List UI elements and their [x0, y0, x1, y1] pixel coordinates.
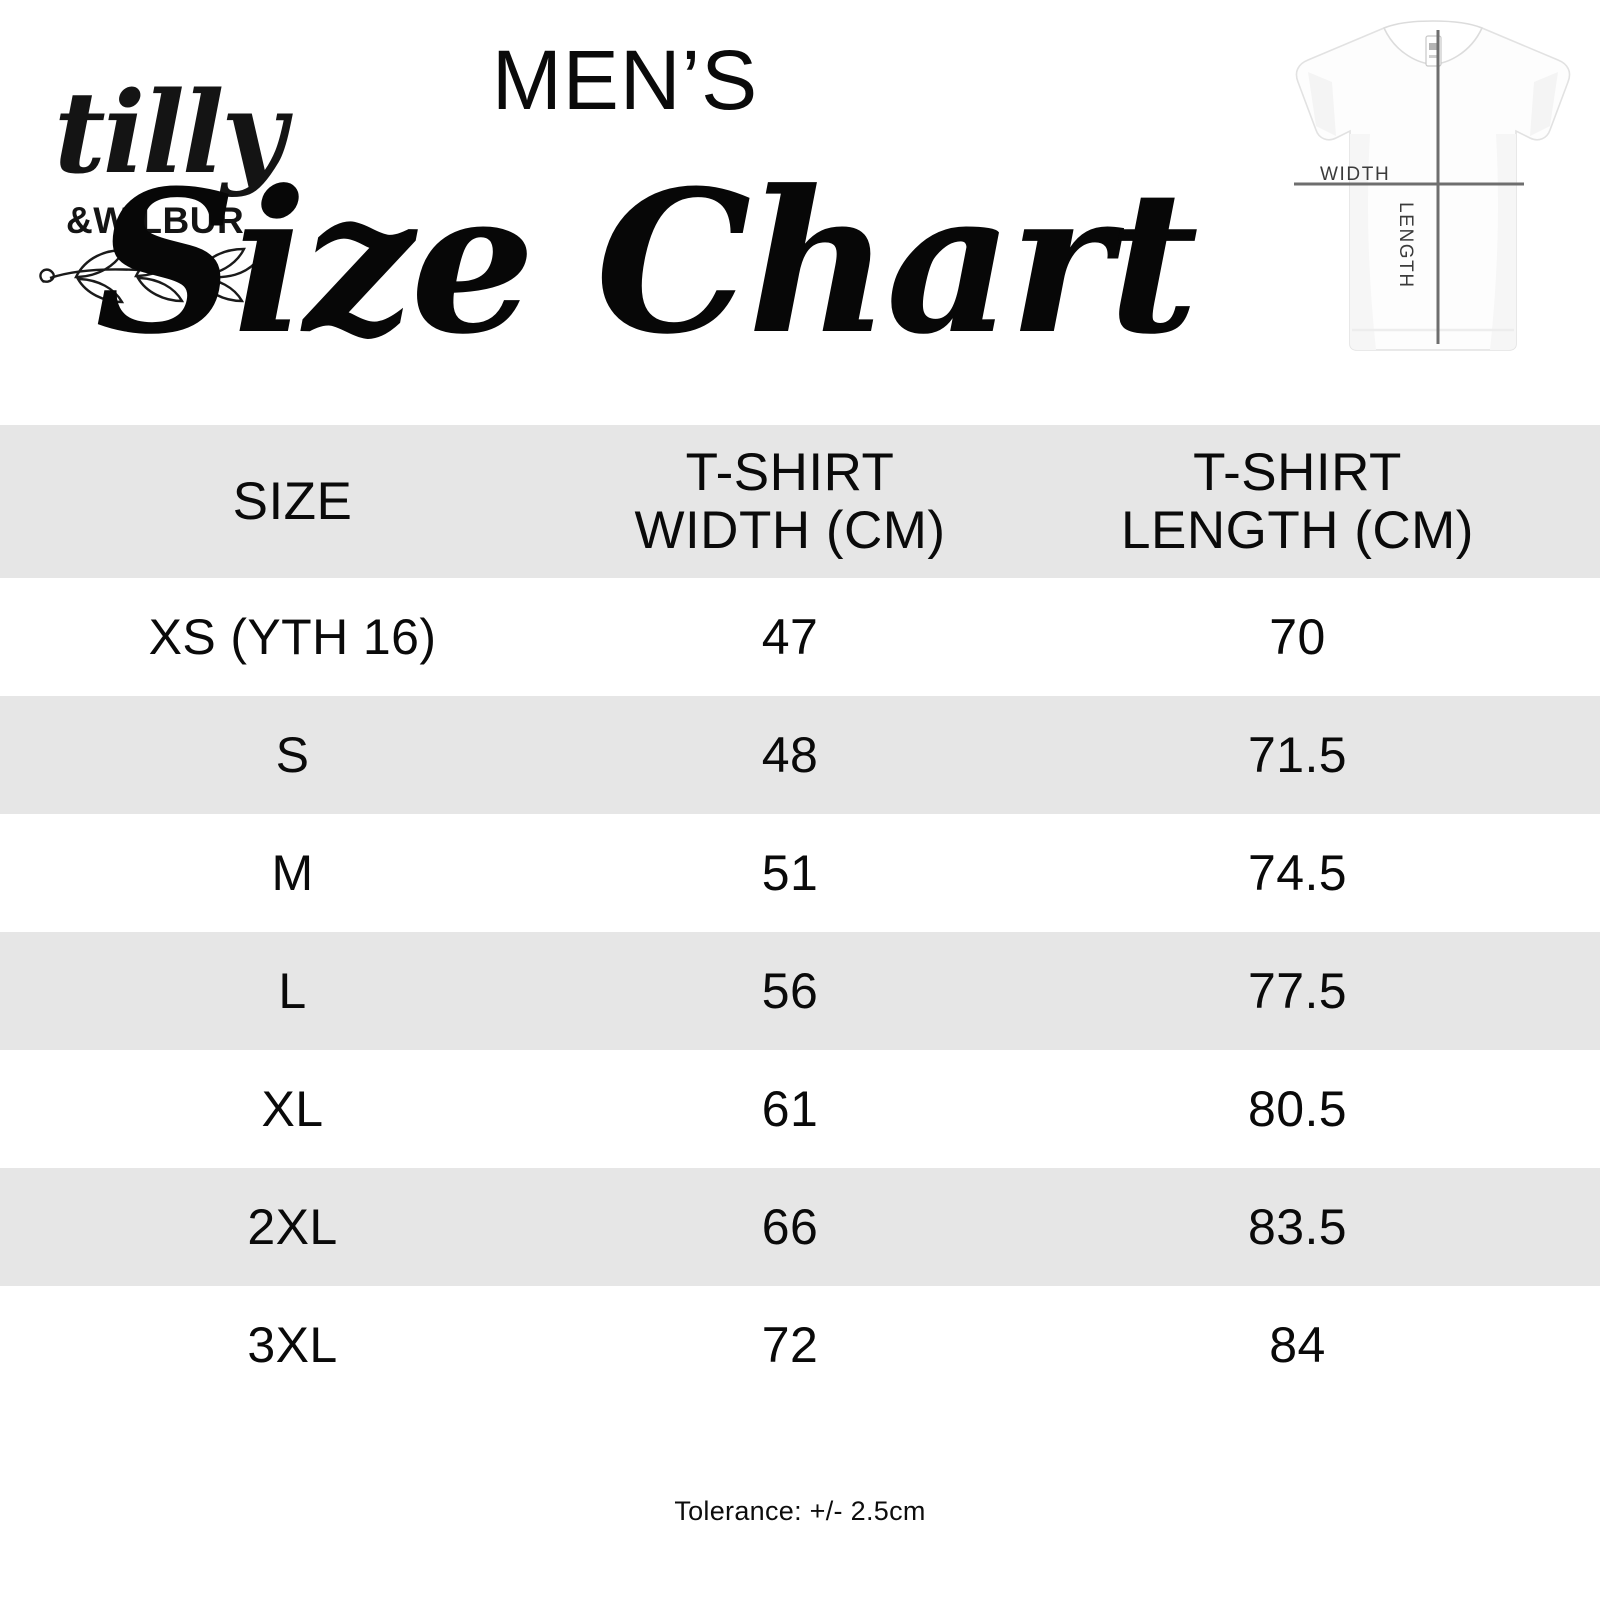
table-row: XS (YTH 16) 47 70: [0, 578, 1600, 696]
table-row: 2XL 66 83.5: [0, 1168, 1600, 1286]
column-header-size: SIZE: [232, 471, 353, 531]
cell-width: 51: [761, 845, 819, 901]
table-row: M 51 74.5: [0, 814, 1600, 932]
brand-sub-name: &WILBUR: [66, 200, 245, 241]
tolerance-note: Tolerance: +/- 2.5cm: [674, 1496, 926, 1526]
cell-width: 56: [761, 963, 819, 1019]
cell-length: 70: [1269, 609, 1326, 665]
column-header-width: T-SHIRT WIDTH (CM): [585, 443, 995, 560]
cell-length: 83.5: [1248, 1199, 1347, 1255]
size-chart-table: SIZE T-SHIRT WIDTH (CM) T-SHIRT LENGTH (…: [0, 425, 1600, 1404]
column-header-length-line2: LENGTH (CM): [1121, 500, 1474, 560]
length-measure-label: LENGTH: [1395, 202, 1416, 289]
cell-size: M: [271, 845, 314, 901]
column-header-width-line2: WIDTH (CM): [634, 500, 946, 560]
chart-header: tilly &WILBUR MEN’S Size Chart: [0, 0, 1600, 425]
cell-size: L: [278, 963, 307, 1019]
cell-length: 74.5: [1248, 845, 1347, 901]
cell-size: 2XL: [247, 1199, 338, 1255]
cell-width: 72: [761, 1317, 819, 1373]
cell-length: 84: [1269, 1317, 1326, 1373]
column-header-length-line1: T-SHIRT: [1193, 443, 1402, 503]
cell-width: 66: [761, 1199, 819, 1255]
cell-length: 80.5: [1248, 1081, 1347, 1137]
cell-length: 77.5: [1248, 963, 1347, 1019]
brand-script-name: tilly: [54, 68, 286, 199]
table-row: 3XL 72 84: [0, 1286, 1600, 1404]
cell-size: XS (YTH 16): [148, 609, 437, 665]
leaf-branch-icon: [32, 236, 282, 321]
tshirt-icon: WIDTH LENGTH: [1272, 14, 1594, 354]
cell-length: 71.5: [1248, 727, 1347, 783]
table-header-row: SIZE T-SHIRT WIDTH (CM) T-SHIRT LENGTH (…: [0, 425, 1600, 578]
column-header-length: T-SHIRT LENGTH (CM): [995, 443, 1600, 560]
table-row: L 56 77.5: [0, 932, 1600, 1050]
column-header-width-line1: T-SHIRT: [685, 443, 895, 503]
table-row: XL 61 80.5: [0, 1050, 1600, 1168]
cell-size: XL: [261, 1081, 324, 1137]
page-title: Size Chart: [95, 148, 1199, 378]
page-eyebrow: MEN’S: [491, 33, 759, 127]
cell-size: S: [275, 727, 310, 783]
width-measure-label: WIDTH: [1320, 164, 1391, 185]
cell-width: 48: [761, 727, 819, 783]
table-body: XS (YTH 16) 47 70 S 48 71.5 M 51 74.5 L 56 77.5 XL 61…: [0, 578, 1600, 1404]
brand-logo: tilly &WILBUR: [28, 78, 308, 328]
cell-width: 61: [761, 1081, 819, 1137]
table-row: S 48 71.5: [0, 696, 1600, 814]
cell-size: 3XL: [247, 1317, 338, 1373]
cell-width: 47: [761, 609, 819, 665]
